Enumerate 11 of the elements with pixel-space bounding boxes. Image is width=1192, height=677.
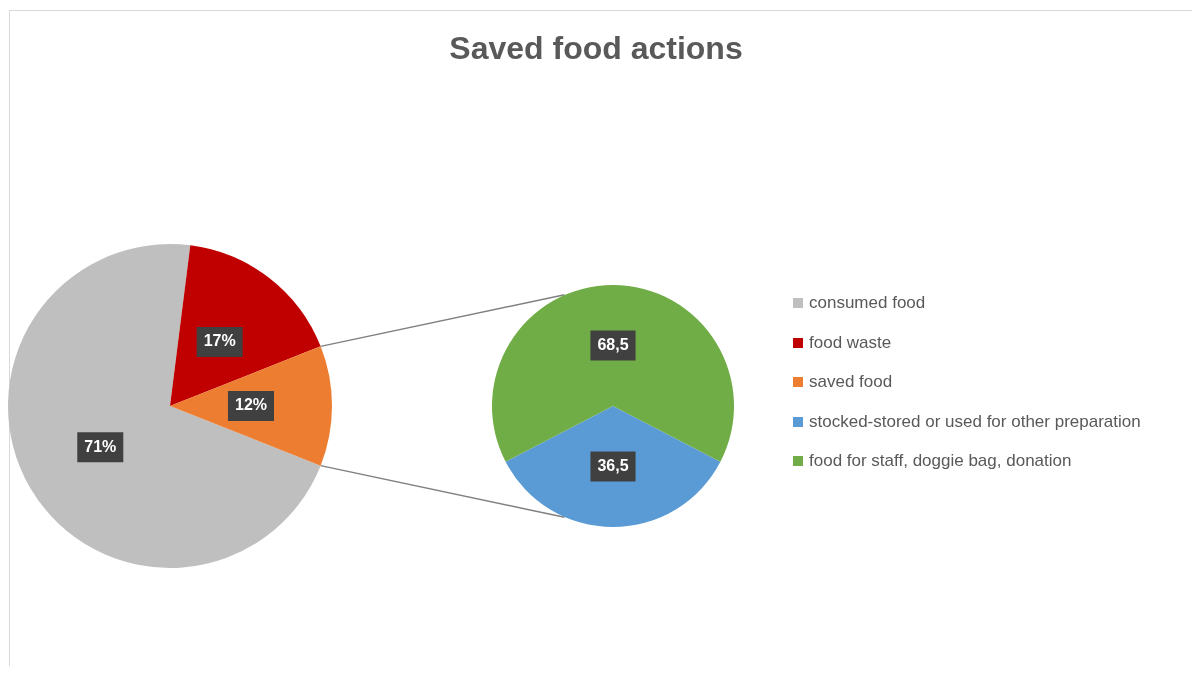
- chart-title: Saved food actions: [448, 30, 744, 67]
- data-label: 36,5: [597, 456, 629, 474]
- data-label: 17%: [203, 332, 236, 350]
- legend-label: food waste: [809, 332, 892, 352]
- data-label: 68,5: [597, 335, 629, 353]
- data-label: 71%: [84, 437, 117, 455]
- legend-label: food for staff, doggie bag, donation: [809, 451, 1072, 470]
- data-label: 12%: [234, 396, 268, 414]
- legend-label: stocked-stored or used for other preparation: [809, 411, 1141, 431]
- legend-label: consumed food: [809, 293, 926, 312]
- legend-label: saved food: [809, 372, 893, 391]
